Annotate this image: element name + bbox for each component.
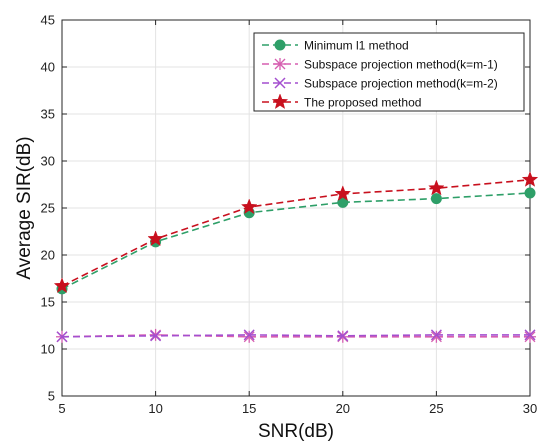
legend-label: The proposed method: [304, 96, 421, 110]
data-point: [521, 171, 539, 187]
y-tick-label: 30: [41, 154, 55, 169]
legend-label: Subspace projection method(k=m-1): [304, 58, 498, 72]
data-point: [430, 193, 442, 205]
legend-marker: [274, 77, 286, 89]
data-point: [428, 179, 445, 196]
x-tick-label: 30: [523, 401, 537, 416]
axis-ticks: 5 10 15 20 25 30 5 10 15 20 25 30 35 40 45: [41, 13, 538, 417]
series-3: [56, 329, 536, 343]
legend-item: Subspace projection method(k=m-1): [262, 58, 498, 72]
legend: Minimum l1 method Subspace projection met…: [253, 32, 525, 112]
y-axis-title: Average SIR(dB): [14, 136, 35, 279]
data-point: [150, 330, 162, 342]
legend-box: [253, 32, 525, 112]
data-point: [334, 185, 352, 201]
series-1: [56, 187, 536, 295]
data-point: [243, 329, 255, 341]
legend-label: Minimum l1 method: [304, 39, 409, 53]
legend-item: Minimum l1 method: [262, 39, 409, 53]
legend-marker: [271, 93, 289, 110]
y-tick-label: 20: [41, 248, 55, 263]
data-point: [240, 198, 258, 215]
y-tick-label: 10: [41, 342, 55, 357]
data-point: [430, 329, 442, 341]
legend-marker: [274, 39, 286, 51]
series-line: [61, 334, 530, 338]
data-point: [56, 331, 68, 343]
series-4: [53, 171, 539, 294]
x-tick-label: 25: [429, 401, 443, 416]
y-tick-label: 45: [41, 13, 55, 28]
series-line: [61, 192, 531, 290]
data-point: [53, 277, 71, 294]
y-tick-label: 40: [41, 60, 55, 75]
x-axis-title: SNR(dB): [258, 421, 334, 442]
x-tick-label: 5: [58, 401, 65, 416]
x-tick-label: 10: [148, 401, 162, 416]
y-tick-label: 5: [48, 389, 55, 404]
legend-label: Subspace projection method(k=m-2): [304, 77, 498, 91]
data-point: [524, 329, 536, 341]
data-point: [524, 330, 536, 343]
y-tick-label: 15: [41, 295, 55, 310]
series-layer: [53, 171, 539, 343]
data-point: [337, 330, 349, 342]
x-tick-label: 15: [242, 401, 256, 416]
data-point: [430, 330, 443, 343]
series-line: [61, 179, 531, 287]
data-point: [243, 330, 256, 343]
data-point: [147, 230, 164, 247]
x-tick-label: 20: [336, 401, 350, 416]
y-tick-label: 25: [41, 201, 55, 216]
legend-item: The proposed method: [262, 93, 421, 110]
y-tick-label: 35: [41, 107, 55, 122]
data-point: [524, 187, 536, 199]
legend-item: Subspace projection method(k=m-2): [262, 77, 498, 91]
legend-marker: [274, 58, 286, 70]
